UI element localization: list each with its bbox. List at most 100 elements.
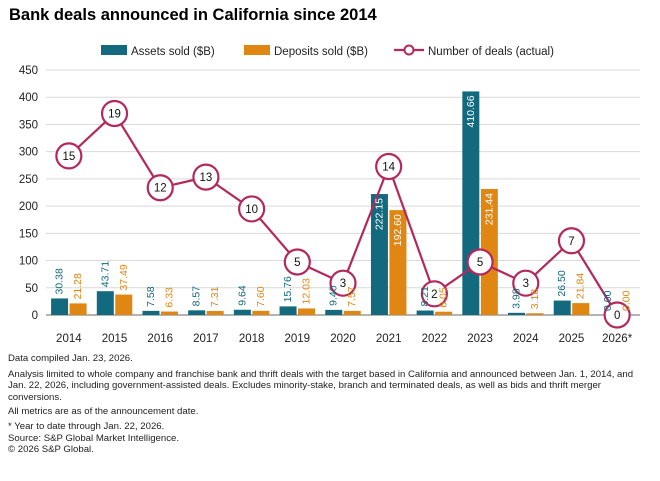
deposits-value-label: 231.44 [483, 193, 495, 225]
deals-value-label: 3 [340, 278, 346, 290]
deals-marker-2015 [100, 99, 129, 128]
deposits-value-label: 12.03 [301, 278, 313, 304]
note-analysis: Analysis limited to whole company and fr… [8, 368, 634, 403]
legend-assets-swatch [101, 45, 127, 55]
deposits-bar-2016 [160, 311, 178, 315]
deposits-bar-2019 [298, 308, 316, 315]
deals-value-label: 10 [245, 204, 258, 216]
legend-deposits-swatch [244, 45, 270, 55]
deals-value-label: 7 [568, 236, 574, 248]
x-tick-label: 2019 [285, 333, 311, 345]
y-tick-label: 400 [19, 92, 38, 104]
deals-value-label: 2 [431, 289, 437, 301]
assets-value-label: 9.64 [236, 285, 248, 306]
assets-value-label: 26.50 [556, 270, 568, 296]
deals-value-label: 15 [62, 151, 75, 163]
x-tick-label: 2015 [102, 333, 128, 345]
deposits-value-label: 6.05 [438, 287, 450, 308]
assets-bar-2018 [233, 309, 251, 315]
deals-marker-2021 [375, 152, 403, 181]
assets-bar-2014 [51, 298, 69, 315]
x-tick-label: 2024 [513, 333, 539, 345]
x-tick-label: 2014 [56, 333, 82, 345]
deposits-value-label: 6.33 [163, 287, 175, 308]
deals-value-label: 5 [477, 257, 483, 269]
deals-value-label: 0 [614, 310, 620, 322]
deposits-bar-2015 [115, 294, 133, 315]
deals-marker-2022 [420, 280, 448, 308]
assets-value-label: 410.66 [465, 95, 477, 127]
y-tick-label: 50 [25, 283, 38, 295]
note-compiled: Data compiled Jan. 23, 2026. [8, 353, 133, 364]
deals-value-label: 13 [200, 172, 213, 184]
deposits-value-label: 21.28 [72, 273, 84, 299]
y-tick-label: 250 [19, 174, 38, 186]
x-tick-label: 2018 [239, 333, 265, 345]
y-tick-label: 200 [19, 201, 38, 213]
deals-marker-2018 [238, 195, 266, 223]
deals-value-label: 19 [108, 108, 121, 120]
deals-marker-2016 [146, 174, 174, 202]
note-source: Source: S&P Global Market Intelligence. [8, 432, 180, 444]
legend-deals-marker [403, 44, 415, 56]
deposits-value-label: 0.00 [620, 290, 632, 311]
deals-marker-2023 [466, 248, 494, 276]
deposits-bar-2020 [343, 310, 361, 315]
assets-value-label: 15.76 [282, 276, 294, 302]
x-tick-label: 2025 [559, 333, 585, 345]
assets-value-label: 43.71 [99, 261, 111, 287]
x-tick-label: 2026* [602, 333, 633, 345]
x-tick-label: 2020 [330, 333, 356, 345]
assets-bar-2017 [188, 310, 206, 315]
y-tick-label: 450 [19, 65, 38, 77]
deals-marker-2019 [283, 248, 311, 276]
deposits-bar-2022 [435, 311, 453, 315]
x-tick-label: 2022 [422, 333, 448, 345]
deposits-value-label: 37.49 [118, 264, 130, 290]
x-tick-label: 2017 [193, 333, 219, 345]
y-tick-label: 350 [19, 119, 38, 131]
deposits-value-label: 7.31 [209, 286, 221, 307]
x-tick-label: 2023 [467, 333, 493, 345]
x-tick-label: 2016 [147, 333, 173, 345]
assets-value-label: 8.21 [419, 286, 431, 307]
assets-value-label: 9.40 [328, 285, 340, 306]
deals-value-label: 3 [523, 278, 529, 290]
deposits-bar-2021 [389, 210, 407, 315]
deals-marker-2024 [512, 269, 540, 297]
deals-marker-2025 [557, 227, 586, 255]
legend-assets-label: Assets sold ($B) [131, 46, 215, 58]
footnotes: Data compiled Jan. 23, 2026. Analysis li… [8, 353, 648, 456]
y-tick-label: 100 [19, 256, 38, 268]
deposits-value-label: 192.60 [392, 214, 404, 246]
deposits-bar-2018 [252, 310, 270, 315]
assets-bar-2025 [553, 300, 571, 315]
assets-bar-2020 [325, 309, 343, 315]
deposits-bar-2025 [572, 303, 590, 315]
assets-bar-2024 [508, 312, 526, 315]
deposits-bar-2017 [206, 311, 224, 315]
assets-value-label: 0.00 [602, 290, 614, 311]
note-metrics: All metrics are as of the announcement d… [8, 406, 199, 418]
deposits-bar-2023 [480, 188, 498, 315]
chart-title: Bank deals announced in California since… [9, 6, 377, 24]
note-copyright: © 2026 S&P Global. [8, 444, 94, 456]
deposits-value-label: 3.18 [529, 289, 541, 310]
assets-value-label: 3.98 [511, 288, 523, 309]
assets-bar-2016 [142, 310, 160, 315]
note-ytd: * Year to date through Jan. 22, 2026. [8, 420, 165, 432]
assets-value-label: 30.38 [54, 268, 66, 294]
x-tick-label: 2021 [376, 333, 402, 345]
deposits-value-label: 7.57 [346, 286, 358, 307]
legend-deposits-label: Deposits sold ($B) [274, 46, 368, 58]
y-tick-label: 0 [32, 310, 38, 322]
assets-value-label: 8.57 [191, 286, 203, 307]
assets-bar-2021 [370, 194, 388, 315]
legend-deals-label: Number of deals (actual) [428, 46, 554, 58]
deals-value-label: 5 [294, 257, 300, 269]
deals-value-label: 12 [154, 183, 167, 195]
assets-value-label: 222.15 [373, 198, 385, 230]
deals-marker-2020 [329, 269, 357, 297]
deposits-value-label: 7.60 [255, 286, 267, 307]
